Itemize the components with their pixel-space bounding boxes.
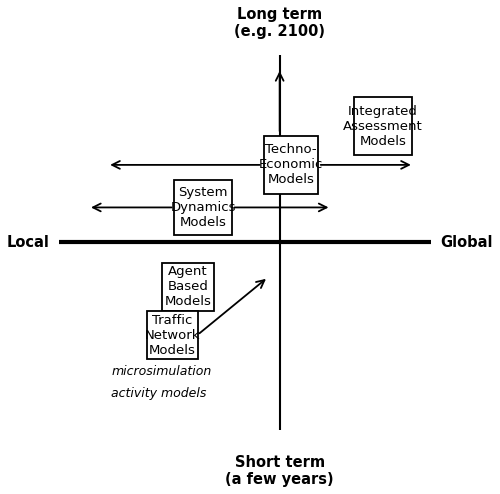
Text: Integrated
Assessment
Models: Integrated Assessment Models bbox=[343, 105, 423, 148]
FancyBboxPatch shape bbox=[174, 180, 232, 235]
Text: Short term
(a few years): Short term (a few years) bbox=[226, 455, 334, 488]
FancyBboxPatch shape bbox=[264, 136, 318, 194]
Text: Traffic
Network
Models: Traffic Network Models bbox=[144, 314, 200, 357]
Text: Global: Global bbox=[440, 235, 493, 250]
Text: activity models: activity models bbox=[111, 387, 206, 400]
Text: Techno-
Economic
Models: Techno- Economic Models bbox=[259, 143, 324, 186]
FancyBboxPatch shape bbox=[146, 311, 199, 359]
Text: System
Dynamics
Models: System Dynamics Models bbox=[170, 186, 236, 229]
FancyBboxPatch shape bbox=[354, 97, 412, 155]
Text: microsimulation: microsimulation bbox=[111, 366, 212, 378]
Text: Local: Local bbox=[7, 235, 50, 250]
Text: Long term
(e.g. 2100): Long term (e.g. 2100) bbox=[234, 7, 325, 39]
FancyBboxPatch shape bbox=[162, 262, 214, 311]
Text: Agent
Based
Models: Agent Based Models bbox=[164, 265, 211, 308]
